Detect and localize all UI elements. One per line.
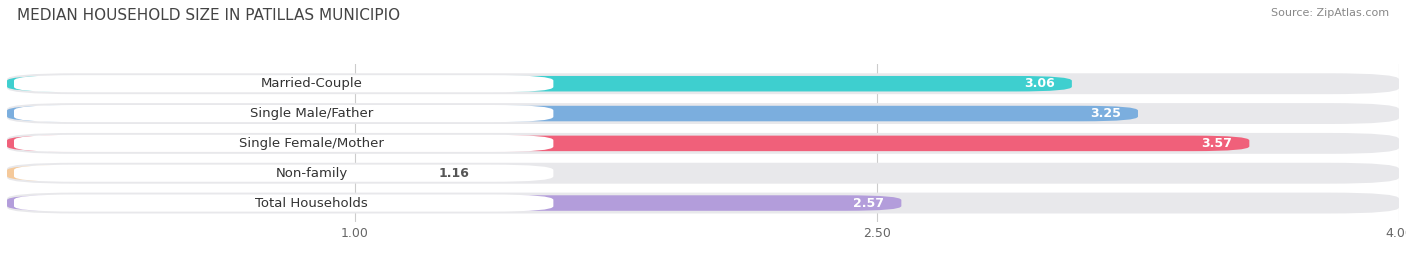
Text: Source: ZipAtlas.com: Source: ZipAtlas.com xyxy=(1271,8,1389,18)
Text: MEDIAN HOUSEHOLD SIZE IN PATILLAS MUNICIPIO: MEDIAN HOUSEHOLD SIZE IN PATILLAS MUNICI… xyxy=(17,8,399,23)
Text: Single Male/Father: Single Male/Father xyxy=(250,107,373,120)
FancyBboxPatch shape xyxy=(7,165,411,181)
FancyBboxPatch shape xyxy=(7,106,1137,121)
FancyBboxPatch shape xyxy=(14,105,554,122)
FancyBboxPatch shape xyxy=(7,73,1399,94)
Text: 2.57: 2.57 xyxy=(853,196,884,210)
FancyBboxPatch shape xyxy=(7,103,1399,124)
FancyBboxPatch shape xyxy=(7,133,1399,154)
Text: 3.25: 3.25 xyxy=(1090,107,1121,120)
FancyBboxPatch shape xyxy=(14,75,554,92)
FancyBboxPatch shape xyxy=(7,76,1071,91)
Text: Married-Couple: Married-Couple xyxy=(260,77,363,90)
FancyBboxPatch shape xyxy=(14,195,554,212)
Text: Total Households: Total Households xyxy=(254,196,368,210)
FancyBboxPatch shape xyxy=(14,165,554,182)
Text: 3.57: 3.57 xyxy=(1201,137,1232,150)
Text: Non-family: Non-family xyxy=(276,167,347,180)
FancyBboxPatch shape xyxy=(7,195,901,211)
Text: 3.06: 3.06 xyxy=(1024,77,1054,90)
FancyBboxPatch shape xyxy=(7,136,1250,151)
FancyBboxPatch shape xyxy=(14,135,554,152)
FancyBboxPatch shape xyxy=(7,193,1399,214)
Text: Single Female/Mother: Single Female/Mother xyxy=(239,137,384,150)
FancyBboxPatch shape xyxy=(7,163,1399,184)
Text: 1.16: 1.16 xyxy=(439,167,470,180)
